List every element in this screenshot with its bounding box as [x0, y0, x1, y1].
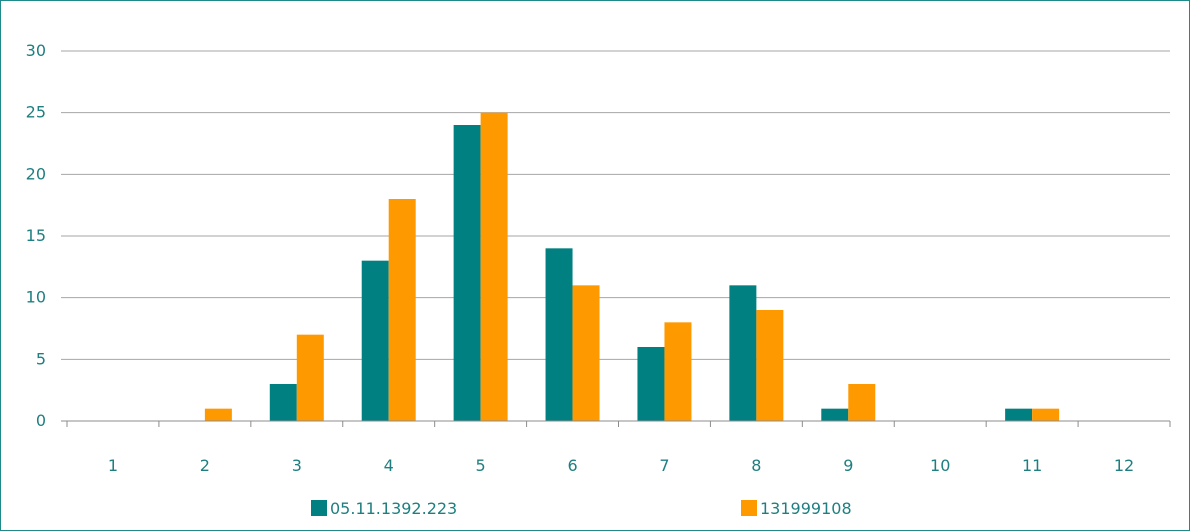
- x-tick-label-8: 8: [751, 456, 761, 475]
- x-tick-label-12: 12: [1114, 456, 1134, 475]
- bar-series2-cat-7: [664, 322, 692, 421]
- x-axis-tick-labels: 1 2 3 4 5 6 7 8 9 10 11 12: [108, 456, 1134, 475]
- y-tick-label-10: 10: [26, 288, 46, 307]
- x-tick-label-2: 2: [200, 456, 210, 475]
- x-axis: [61, 420, 1171, 427]
- bar-series1-cat-3: [269, 384, 297, 421]
- y-tick-label-0: 0: [36, 411, 46, 430]
- y-tick-label-25: 25: [26, 103, 46, 122]
- x-tick-label-10: 10: [930, 456, 950, 475]
- y-axis-tick-labels: 0 5 10 15 20 25 30: [26, 41, 46, 430]
- bar-series2-cat-9: [848, 384, 876, 421]
- legend-label-series2: 131999108: [760, 499, 852, 518]
- bar-series2-cat-11: [1032, 408, 1060, 421]
- x-tick-label-3: 3: [292, 456, 302, 475]
- legend-swatch-series2: [741, 500, 757, 516]
- gridlines: [61, 50, 1170, 360]
- x-tick-label-4: 4: [384, 456, 394, 475]
- x-tick-label-5: 5: [476, 456, 486, 475]
- bar-series1-cat-6: [545, 248, 573, 421]
- legend-label-series1: 05.11.1392.223: [330, 499, 457, 518]
- x-tick-label-1: 1: [108, 456, 118, 475]
- bars: [204, 112, 1060, 422]
- y-tick-label-15: 15: [26, 226, 46, 245]
- bar-series1-cat-9: [821, 408, 849, 421]
- y-tick-label-20: 20: [26, 164, 46, 183]
- x-tick-label-7: 7: [659, 456, 669, 475]
- bar-series2-cat-3: [296, 334, 324, 421]
- bar-series1-cat-4: [361, 260, 389, 421]
- bar-series1-cat-7: [637, 347, 665, 421]
- bar-series1-cat-5: [453, 125, 481, 421]
- bar-series2-cat-5: [480, 112, 508, 422]
- bar-series2-cat-8: [756, 310, 784, 421]
- bar-series2-cat-4: [388, 199, 416, 421]
- x-tick-label-6: 6: [567, 456, 577, 475]
- y-tick-label-30: 30: [26, 41, 46, 60]
- x-tick-label-9: 9: [843, 456, 853, 475]
- legend: 05.11.1392.223 131999108: [311, 499, 852, 518]
- x-tick-label-11: 11: [1022, 456, 1042, 475]
- legend-swatch-series1: [311, 500, 327, 516]
- bar-series1-cat-11: [1005, 408, 1033, 421]
- bar-series1-cat-8: [729, 285, 757, 421]
- bar-series2-cat-2: [204, 408, 232, 421]
- y-tick-label-5: 5: [36, 349, 46, 368]
- bar-series2-cat-6: [572, 285, 600, 421]
